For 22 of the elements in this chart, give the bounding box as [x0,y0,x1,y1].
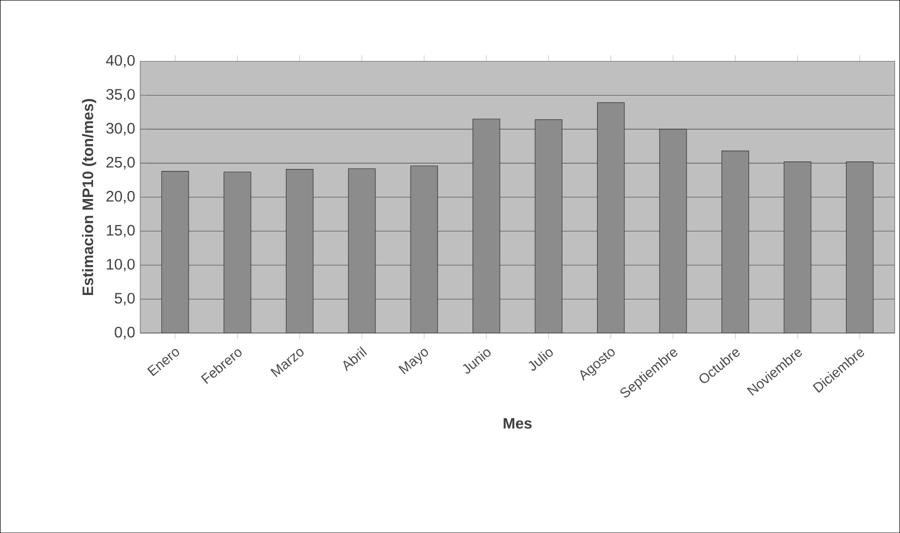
x-tick-label: Julio [528,349,553,371]
bar [534,119,562,333]
bar [597,102,625,333]
y-tick-label: 25,0 [106,156,135,170]
y-tick-label: 0,0 [114,326,135,340]
y-tick-label: 35,0 [106,88,135,102]
y-axis-title: Estimacion MP10 (ton/mes) [82,98,96,295]
bar [472,118,500,333]
bar [410,166,438,333]
bar [286,168,314,333]
y-tick-label: 20,0 [106,190,135,204]
x-axis-title: Mes [504,418,532,429]
y-tick-label: 40,0 [106,54,135,68]
y-tick-label: 30,0 [106,122,135,136]
y-tick-label: 10,0 [106,258,135,272]
bar [659,128,687,333]
bar [348,168,376,333]
y-tick-label: 5,0 [114,292,135,306]
bar [224,172,252,333]
bar [722,150,750,333]
y-tick-label: 15,0 [106,224,135,238]
bar [784,161,812,333]
